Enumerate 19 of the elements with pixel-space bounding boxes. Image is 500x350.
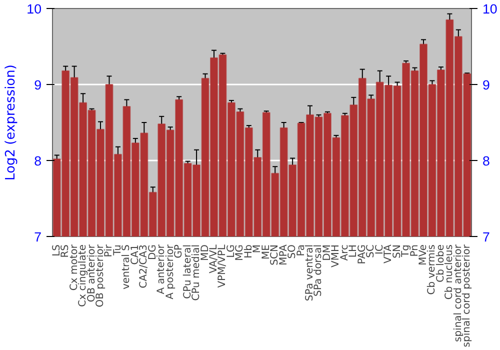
y-tick-label: 9 [34,78,42,92]
y2-tick-label: 8 [482,154,490,168]
x-tick-label: spinal cord posterior [462,244,473,348]
x-tick-label: MVe [418,244,429,266]
x-tick-label: A posterior [164,244,176,300]
y-axis-title: Log2 (expression) [4,64,19,180]
y-tick-label: 7 [34,230,42,244]
x-tick-label: DG [147,244,158,260]
x-tick-label: RS [60,244,72,258]
x-tick-label: Cb lobe [435,244,446,282]
x-tick-label: Tg [400,244,412,258]
y-tick-label: 8 [34,154,42,168]
y-tick-label: 10 [26,2,42,16]
x-tick-label: OB posterior [95,244,106,308]
x-tick-label: Pa [296,244,307,256]
y2-tick-label: 9 [482,78,490,92]
y2-tick-label: 10 [482,2,498,16]
x-tick-label: GP [174,244,185,258]
y2-tick-label: 7 [482,230,490,244]
